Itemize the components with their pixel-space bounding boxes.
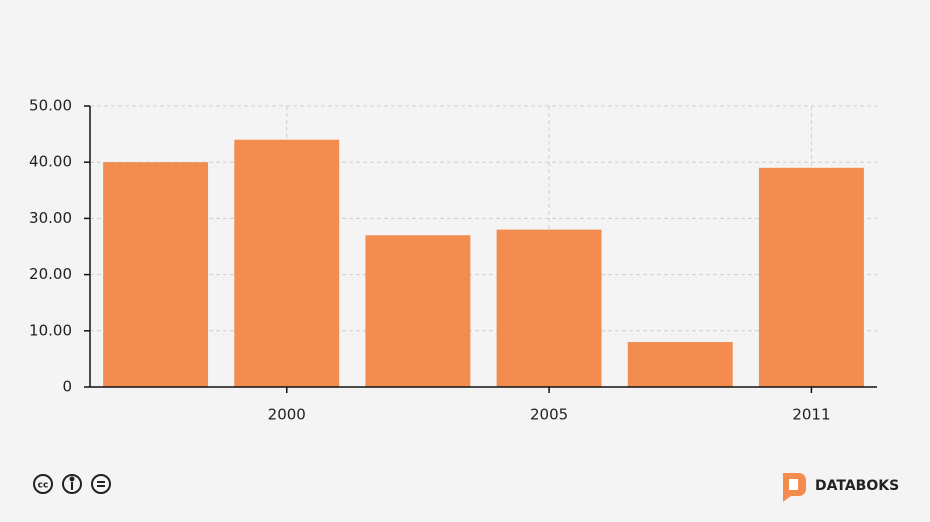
y-tick-label: 30.00 [29, 209, 72, 227]
bar [103, 162, 209, 387]
y-tick-label: 50.00 [29, 97, 72, 115]
y-tick-label: 10.00 [29, 321, 72, 339]
svg-text:cc: cc [38, 481, 49, 491]
bar [365, 235, 471, 387]
bar [234, 139, 340, 387]
x-tick-label: 2005 [530, 406, 568, 424]
y-tick-label: 40.00 [29, 153, 72, 171]
brand-name: DATABOKS [815, 478, 899, 494]
y-tick-label: 0 [62, 378, 72, 396]
bar [758, 167, 864, 387]
x-tick-label: 2000 [268, 406, 306, 424]
license-icons: cc [33, 474, 111, 494]
x-tick-label: 2011 [792, 406, 830, 424]
y-tick-label: 20.00 [29, 265, 72, 283]
bar [627, 342, 733, 387]
bar [496, 229, 602, 387]
brand-logo [783, 473, 806, 502]
